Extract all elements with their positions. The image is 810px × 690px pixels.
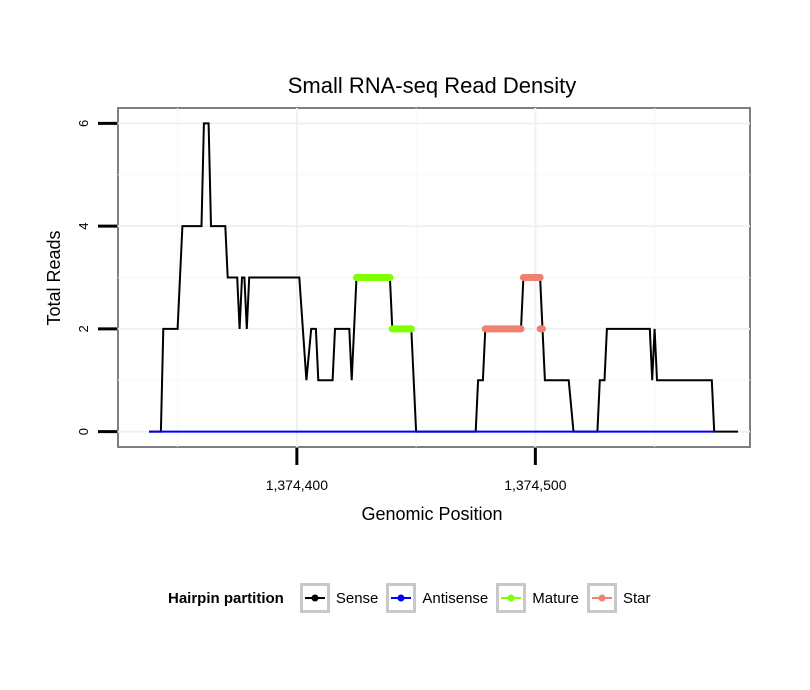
legend: Hairpin partition Sense Antisense xyxy=(168,578,658,618)
x-axis-label: Genomic Position xyxy=(361,504,502,524)
y-tick-label: 2 xyxy=(76,325,91,332)
legend-label-mature: Mature xyxy=(532,589,579,607)
series-line-sense xyxy=(149,122,739,433)
legend-label-star: Star xyxy=(622,589,651,607)
legend-key-mature xyxy=(496,583,527,613)
x-tick-label: 1,374,500 xyxy=(504,477,566,493)
axes: 0 2 4 6 1,374,400 1,374,500 xyxy=(76,120,567,493)
sense-swatch-icon xyxy=(304,594,325,602)
series-layer xyxy=(149,122,739,433)
y-tick-label: 6 xyxy=(76,120,91,127)
antisense-swatch-icon xyxy=(391,594,412,602)
legend-label-sense: Sense xyxy=(335,589,379,607)
legend-title: Hairpin partition xyxy=(168,589,284,607)
y-tick-label: 4 xyxy=(76,223,91,230)
y-tick-label: 0 xyxy=(76,428,91,435)
legend-item-mature: Mature xyxy=(496,583,579,613)
legend-key-sense xyxy=(299,583,330,613)
legend-item-sense: Sense xyxy=(299,583,379,613)
legend-key-antisense xyxy=(386,583,417,613)
star-swatch-icon xyxy=(591,594,612,602)
mature-swatch-icon xyxy=(501,594,522,602)
legend-key-star xyxy=(586,583,617,613)
legend-label-antisense: Antisense xyxy=(422,589,489,607)
y-axis-label: Total Reads xyxy=(44,230,64,325)
legend-item-antisense: Antisense xyxy=(386,583,488,613)
chart-title: Small RNA-seq Read Density xyxy=(288,73,577,98)
legend-item-star: Star xyxy=(586,583,651,613)
x-tick-label: 1,374,400 xyxy=(266,477,328,493)
